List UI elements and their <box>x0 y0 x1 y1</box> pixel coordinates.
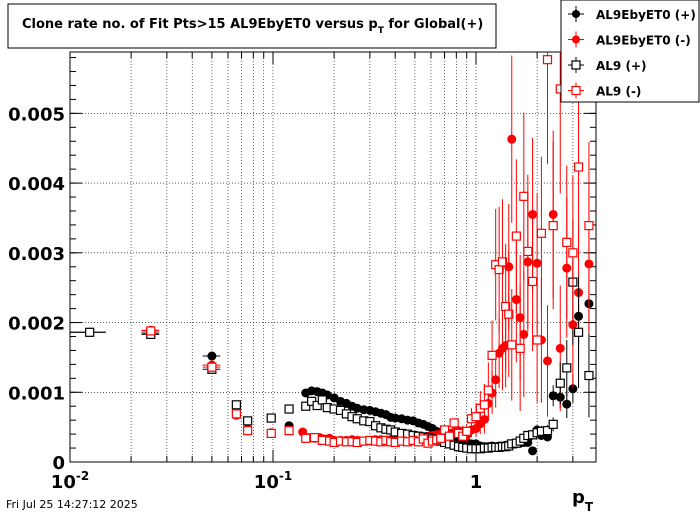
data-point <box>317 395 327 405</box>
data-point <box>548 419 558 429</box>
x-axis-label: pT <box>572 487 594 514</box>
data-point <box>527 276 538 287</box>
data-point <box>507 134 517 144</box>
y-tick-label: 0.005 <box>8 104 65 125</box>
series-al9- <box>141 52 594 448</box>
data-point <box>301 433 311 443</box>
data-point <box>439 425 450 435</box>
data-point <box>548 221 558 231</box>
x-tick-label: 1 <box>470 472 483 493</box>
data-point <box>497 257 508 267</box>
data-point <box>515 343 525 353</box>
data-point <box>85 327 95 337</box>
data-point <box>309 432 320 443</box>
x-tick-labels: 10-2 10-1 1 <box>51 469 482 493</box>
title-box <box>7 3 497 49</box>
title-tail: for Global(+) <box>384 17 483 32</box>
data-point <box>562 399 572 409</box>
legend-marker <box>572 35 580 44</box>
data-point <box>436 433 446 443</box>
legend-label: AL9 (-) <box>596 85 641 99</box>
legend-label: AL9 (+) <box>596 59 646 73</box>
legend-label: AL9EbyET0 (-) <box>596 34 691 48</box>
data-point <box>231 400 241 410</box>
data-point <box>528 446 538 456</box>
data-point <box>207 362 217 372</box>
legend-marker <box>571 85 581 96</box>
data-point <box>301 401 311 411</box>
data-point <box>479 400 490 410</box>
data-point <box>584 221 594 231</box>
data-point <box>507 340 517 350</box>
data-point <box>532 335 542 345</box>
timestamp: Fri Jul 25 14:27:12 2025 <box>6 498 138 511</box>
chart-title: Clone rate no. of Fit Pts>15 AL9EbyET0 v… <box>22 17 483 36</box>
title-main: Clone rate no. of Fit Pts>15 AL9EbyET0 v… <box>22 17 378 32</box>
data-point <box>542 426 553 436</box>
legend-label: AL9EbyET0 (+) <box>596 8 696 22</box>
data-point <box>207 351 217 361</box>
y-tick-label: 0.004 <box>8 174 65 195</box>
data-point <box>449 418 459 428</box>
data-marks <box>70 52 594 456</box>
data-point <box>562 237 572 247</box>
data-point <box>573 162 584 172</box>
data-point <box>284 426 294 436</box>
data-point <box>266 428 276 439</box>
data-point <box>519 329 529 339</box>
y-tick-label: 0.002 <box>8 314 65 335</box>
data-point <box>542 55 553 65</box>
data-point <box>146 326 156 336</box>
data-point <box>511 231 521 241</box>
x-tick-label: 10-1 <box>254 469 292 493</box>
data-point <box>519 191 529 201</box>
data-point <box>523 246 533 257</box>
series-al9- <box>70 219 594 454</box>
data-point <box>536 228 547 238</box>
data-point <box>494 264 504 275</box>
legend: AL9EbyET0 (+) AL9EbyET0 (-) AL9 (+) AL9 (-) <box>560 0 700 103</box>
data-point <box>573 327 584 337</box>
data-point <box>487 350 497 360</box>
data-point <box>231 409 241 419</box>
y-tick-label: 0.003 <box>8 244 65 265</box>
y-tick-label: 0 <box>52 453 65 474</box>
legend-box <box>560 0 700 103</box>
y-tick-label: 0.001 <box>8 383 65 404</box>
data-point <box>555 378 565 388</box>
data-point <box>471 412 481 422</box>
data-point <box>562 363 572 373</box>
data-point <box>243 416 253 426</box>
data-point <box>266 413 276 423</box>
data-point <box>532 258 542 268</box>
data-point <box>444 431 455 441</box>
x-tick-label: 10-2 <box>51 469 89 493</box>
data-point <box>543 356 553 366</box>
data-point <box>584 370 594 381</box>
legend-marker <box>572 10 580 18</box>
data-point <box>504 309 514 319</box>
data-point <box>243 426 253 436</box>
data-point <box>312 400 322 411</box>
data-point <box>491 375 501 385</box>
data-point <box>568 248 578 258</box>
data-point <box>462 426 472 436</box>
title-subscript: T <box>378 26 385 36</box>
data-point <box>284 404 294 414</box>
data-point <box>483 385 493 395</box>
legend-marker <box>571 60 581 70</box>
y-tick-labels: 0 0.001 0.002 0.003 0.004 0.005 <box>8 104 65 474</box>
data-point <box>555 343 565 353</box>
